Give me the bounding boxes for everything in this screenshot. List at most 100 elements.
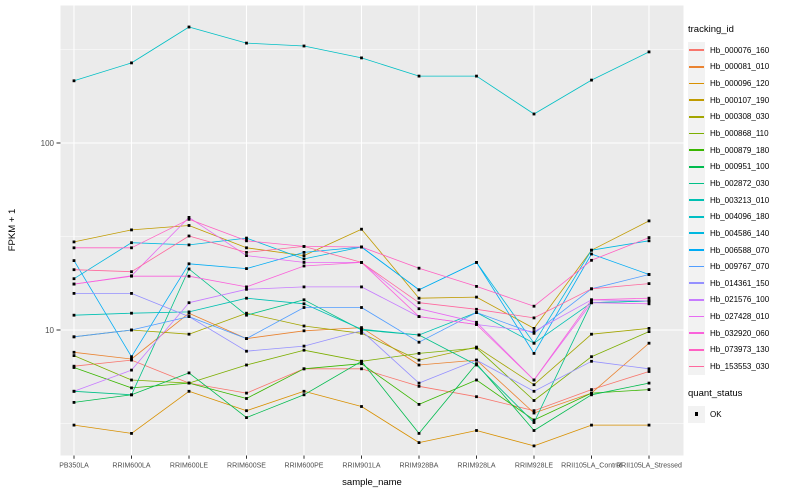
x-tick-label: RRIM901LA bbox=[342, 463, 380, 470]
data-point bbox=[245, 416, 248, 419]
legend-line-icon bbox=[689, 182, 704, 185]
data-point bbox=[130, 355, 133, 359]
data-point bbox=[417, 333, 421, 337]
data-point bbox=[245, 391, 248, 395]
data-point bbox=[647, 370, 651, 373]
data-point bbox=[302, 254, 306, 257]
data-point bbox=[360, 245, 363, 249]
legend-line-icon bbox=[689, 249, 704, 251]
data-point bbox=[302, 285, 306, 289]
data-point bbox=[590, 252, 593, 256]
data-point bbox=[475, 358, 478, 362]
data-point bbox=[72, 354, 76, 357]
data-point bbox=[647, 296, 651, 300]
data-point bbox=[590, 298, 593, 302]
data-point bbox=[360, 227, 363, 231]
legend-entry-Hb_000096_120: Hb_000096_120 bbox=[688, 75, 800, 93]
data-point bbox=[360, 331, 363, 335]
data-point bbox=[532, 429, 536, 432]
x-tick-label: RRIM928LA bbox=[457, 463, 495, 470]
legend-key bbox=[688, 308, 705, 326]
data-point bbox=[130, 393, 133, 397]
legend-label: Hb_000107_190 bbox=[710, 95, 770, 105]
data-point bbox=[417, 340, 421, 344]
data-point bbox=[245, 363, 248, 367]
legend-entry-Hb_002872_030: Hb_002872_030 bbox=[688, 174, 800, 192]
data-point bbox=[475, 363, 478, 367]
data-point bbox=[647, 219, 651, 223]
legend-key bbox=[688, 91, 705, 109]
data-point bbox=[72, 366, 76, 369]
data-point bbox=[417, 384, 421, 388]
data-point bbox=[245, 313, 248, 317]
data-point bbox=[360, 367, 363, 371]
data-point bbox=[130, 241, 133, 245]
data-point bbox=[245, 349, 248, 353]
legend-line-icon bbox=[689, 299, 704, 301]
legend-label: Hb_000076_160 bbox=[710, 45, 770, 55]
data-point bbox=[417, 288, 421, 292]
legend-entry-Hb_000868_110: Hb_000868_110 bbox=[688, 125, 800, 143]
data-point bbox=[187, 234, 191, 238]
data-point bbox=[302, 257, 306, 261]
data-point bbox=[72, 350, 76, 354]
legend-entry-Hb_003213_010: Hb_003213_010 bbox=[688, 191, 800, 209]
data-point bbox=[245, 287, 248, 291]
data-point bbox=[417, 296, 421, 300]
data-point bbox=[130, 368, 133, 372]
data-point bbox=[532, 399, 536, 402]
legend-label: Hb_153553_030 bbox=[710, 361, 770, 371]
legend-label: Hb_000081_010 bbox=[710, 62, 770, 72]
data-point bbox=[590, 355, 593, 359]
legend-key bbox=[688, 141, 705, 159]
legend-label: Hb_000868_110 bbox=[710, 129, 769, 139]
legend-entry-Hb_073973_130: Hb_073973_130 bbox=[688, 341, 800, 359]
legend-key bbox=[688, 41, 705, 59]
y-axis-title: FPKM + 1 bbox=[7, 209, 18, 252]
data-point bbox=[72, 79, 76, 83]
legend-key bbox=[688, 75, 705, 93]
data-point bbox=[72, 282, 76, 286]
data-point bbox=[532, 341, 536, 345]
data-point bbox=[72, 277, 76, 281]
data-point bbox=[532, 421, 536, 424]
data-point bbox=[187, 216, 191, 219]
legend-key bbox=[688, 58, 705, 76]
data-point bbox=[360, 326, 363, 329]
legend-label: Hb_073973_130 bbox=[710, 345, 770, 355]
data-point bbox=[302, 245, 306, 248]
legend-line-icon bbox=[689, 149, 704, 151]
legend-entry-Hb_000107_190: Hb_000107_190 bbox=[688, 91, 800, 109]
legend-entry-Hb_006588_070: Hb_006588_070 bbox=[688, 241, 800, 259]
legend-line-icon bbox=[689, 332, 704, 334]
data-point bbox=[590, 359, 593, 363]
data-point bbox=[475, 295, 478, 299]
x-tick-label: RRII105LA_Control bbox=[561, 463, 622, 470]
legend-key bbox=[688, 224, 705, 242]
data-point bbox=[187, 262, 191, 266]
legend-entry-Hb_000879_180: Hb_000879_180 bbox=[688, 141, 800, 159]
legend-key bbox=[688, 208, 705, 226]
legend-label: Hb_000308_030 bbox=[710, 112, 770, 122]
data-point bbox=[187, 274, 191, 278]
data-point bbox=[360, 261, 363, 264]
data-point bbox=[302, 344, 306, 348]
legend-entries: Hb_000076_160 Hb_000081_010 Hb_000096_120 H… bbox=[688, 41, 800, 375]
legend-entry-Hb_014361_150: Hb_014361_150 bbox=[688, 274, 800, 292]
data-point bbox=[72, 313, 76, 317]
data-point bbox=[187, 389, 191, 393]
legend-line-icon bbox=[689, 282, 704, 285]
data-point bbox=[360, 56, 363, 60]
legend-line-icon bbox=[689, 365, 704, 368]
data-point bbox=[187, 217, 191, 221]
data-point bbox=[130, 378, 133, 382]
x-axis-title: sample_name bbox=[342, 477, 402, 488]
legend-key bbox=[688, 191, 705, 209]
legend-label: Hb_014361_150 bbox=[710, 278, 770, 288]
legend-entry-Hb_000308_030: Hb_000308_030 bbox=[688, 108, 800, 126]
data-point bbox=[475, 429, 478, 432]
data-point bbox=[475, 320, 478, 324]
legend-line-icon bbox=[689, 115, 704, 118]
data-point bbox=[532, 330, 536, 333]
